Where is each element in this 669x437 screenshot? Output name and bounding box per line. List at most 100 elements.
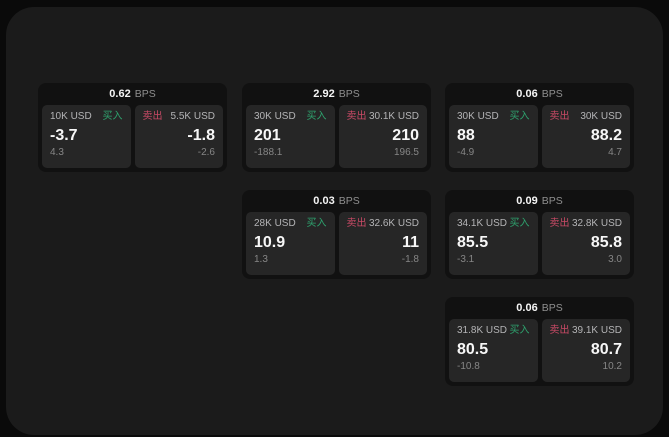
spread-header: 0.09 BPS bbox=[445, 190, 634, 212]
buy-quote-panel[interactable]: 30K USD 买入 88 -4.9 bbox=[449, 105, 538, 168]
spread-bps-value: 0.62 bbox=[109, 87, 131, 100]
buy-size: 10K USD bbox=[50, 111, 92, 122]
spread-bps-unit: BPS bbox=[338, 87, 360, 100]
sell-quote-panel[interactable]: 卖出 30.1K USD 210 196.5 bbox=[338, 105, 427, 168]
sell-size: 32.8K USD bbox=[571, 218, 622, 229]
spread-bps-unit: BPS bbox=[338, 194, 360, 207]
buy-price: 88 bbox=[457, 127, 475, 144]
buy-panel-top: 31.8K USD 买入 bbox=[457, 326, 530, 336]
sell-panel-top: 卖出 32.8K USD bbox=[550, 219, 623, 229]
spread-bps-value: 0.06 bbox=[516, 301, 538, 314]
sell-label: 卖出 bbox=[549, 218, 570, 229]
buy-size: 28K USD bbox=[254, 218, 296, 229]
sell-label: 卖出 bbox=[142, 111, 163, 122]
buy-label: 买入 bbox=[509, 111, 530, 122]
spread-bps-unit: BPS bbox=[541, 301, 563, 314]
spread-bps-value: 2.92 bbox=[313, 87, 335, 100]
buy-label: 买入 bbox=[509, 325, 530, 336]
sell-quote-panel[interactable]: 卖出 30K USD 88.2 4.7 bbox=[541, 105, 630, 168]
sell-quote-panel[interactable]: 卖出 32.8K USD 85.8 3.0 bbox=[541, 212, 630, 275]
sell-price: 80.7 bbox=[590, 341, 622, 358]
buy-price: 201 bbox=[254, 127, 281, 144]
quote-body: 30K USD 买入 201 -188.1 卖出 30.1K USD 210 1… bbox=[242, 105, 431, 172]
buy-label: 买入 bbox=[509, 218, 530, 229]
buy-panel-top: 34.1K USD 买入 bbox=[457, 219, 530, 229]
sell-size: 30K USD bbox=[580, 111, 622, 122]
buy-size: 34.1K USD bbox=[457, 218, 508, 229]
quote-body: 10K USD 买入 -3.7 4.3 卖出 5.5K USD -1.8 -2.… bbox=[38, 105, 227, 172]
sell-panel-top: 卖出 30.1K USD bbox=[347, 112, 420, 122]
sell-label: 卖出 bbox=[346, 218, 367, 229]
sell-sub-value: 196.5 bbox=[393, 147, 419, 159]
sell-size: 30.1K USD bbox=[368, 111, 419, 122]
spread-header: 2.92 BPS bbox=[242, 83, 431, 105]
sell-price: 210 bbox=[392, 127, 419, 144]
buy-label: 买入 bbox=[306, 111, 327, 122]
buy-quote-panel[interactable]: 28K USD 买入 10.9 1.3 bbox=[246, 212, 335, 275]
sell-sub-value: -2.6 bbox=[197, 147, 215, 159]
buy-sub-value: 4.3 bbox=[50, 147, 64, 159]
buy-sub-value: 1.3 bbox=[254, 254, 268, 266]
sell-price: 11 bbox=[402, 234, 419, 251]
buy-sub-value: -3.1 bbox=[457, 254, 475, 266]
sell-size: 39.1K USD bbox=[571, 325, 622, 336]
quote-body: 34.1K USD 买入 85.5 -3.1 卖出 32.8K USD 85.8… bbox=[445, 212, 634, 279]
spread-bps-value: 0.09 bbox=[516, 194, 538, 207]
sell-panel-top: 卖出 39.1K USD bbox=[550, 326, 623, 336]
sell-sub-value: 10.2 bbox=[602, 361, 622, 373]
buy-label: 买入 bbox=[306, 218, 327, 229]
sell-quote-panel[interactable]: 卖出 5.5K USD -1.8 -2.6 bbox=[134, 105, 223, 168]
buy-price: -3.7 bbox=[50, 127, 78, 144]
spread-header: 0.62 BPS bbox=[38, 83, 227, 105]
buy-price: 10.9 bbox=[254, 234, 286, 251]
sell-panel-top: 卖出 32.6K USD bbox=[347, 219, 420, 229]
buy-price: 85.5 bbox=[457, 234, 489, 251]
spread-bps-value: 0.03 bbox=[313, 194, 335, 207]
spread-header: 0.06 BPS bbox=[445, 297, 634, 319]
sell-sub-value: 4.7 bbox=[608, 147, 622, 159]
sell-price: 85.8 bbox=[590, 234, 622, 251]
sell-label: 卖出 bbox=[346, 111, 367, 122]
sell-quote-panel[interactable]: 卖出 32.6K USD 11 -1.8 bbox=[338, 212, 427, 275]
sell-label: 卖出 bbox=[549, 111, 570, 122]
buy-sub-value: -188.1 bbox=[254, 147, 283, 159]
spread-card: 0.06 BPS 30K USD 买入 88 -4.9 卖出 30K USD 8… bbox=[445, 83, 634, 172]
spread-bps-unit: BPS bbox=[134, 87, 156, 100]
sell-panel-top: 卖出 5.5K USD bbox=[143, 112, 216, 122]
sell-size: 5.5K USD bbox=[170, 111, 215, 122]
buy-size: 30K USD bbox=[457, 111, 499, 122]
sell-size: 32.6K USD bbox=[368, 218, 419, 229]
spread-bps-unit: BPS bbox=[541, 87, 563, 100]
spread-header: 0.06 BPS bbox=[445, 83, 634, 105]
sell-quote-panel[interactable]: 卖出 39.1K USD 80.7 10.2 bbox=[541, 319, 630, 382]
buy-label: 买入 bbox=[102, 111, 123, 122]
buy-price: 80.5 bbox=[457, 341, 489, 358]
buy-panel-top: 28K USD 买入 bbox=[254, 219, 327, 229]
sell-price: 88.2 bbox=[590, 127, 622, 144]
sell-panel-top: 卖出 30K USD bbox=[550, 112, 623, 122]
spread-bps-unit: BPS bbox=[541, 194, 563, 207]
buy-quote-panel[interactable]: 30K USD 买入 201 -188.1 bbox=[246, 105, 335, 168]
buy-panel-top: 30K USD 买入 bbox=[254, 112, 327, 122]
spread-card: 0.03 BPS 28K USD 买入 10.9 1.3 卖出 32.6K US… bbox=[242, 190, 431, 279]
spread-card: 0.62 BPS 10K USD 买入 -3.7 4.3 卖出 5.5K USD… bbox=[38, 83, 227, 172]
buy-size: 31.8K USD bbox=[457, 325, 508, 336]
buy-quote-panel[interactable]: 31.8K USD 买入 80.5 -10.8 bbox=[449, 319, 538, 382]
spread-bps-value: 0.06 bbox=[516, 87, 538, 100]
sell-price: -1.8 bbox=[187, 127, 215, 144]
sell-label: 卖出 bbox=[549, 325, 570, 336]
buy-sub-value: -10.8 bbox=[457, 361, 480, 373]
spread-header: 0.03 BPS bbox=[242, 190, 431, 212]
buy-size: 30K USD bbox=[254, 111, 296, 122]
buy-quote-panel[interactable]: 10K USD 买入 -3.7 4.3 bbox=[42, 105, 131, 168]
spread-card: 0.09 BPS 34.1K USD 买入 85.5 -3.1 卖出 32.8K… bbox=[445, 190, 634, 279]
quote-body: 31.8K USD 买入 80.5 -10.8 卖出 39.1K USD 80.… bbox=[445, 319, 634, 386]
sell-sub-value: 3.0 bbox=[608, 254, 622, 266]
sell-sub-value: -1.8 bbox=[401, 254, 419, 266]
quote-body: 30K USD 买入 88 -4.9 卖出 30K USD 88.2 4.7 bbox=[445, 105, 634, 172]
spread-card: 2.92 BPS 30K USD 买入 201 -188.1 卖出 30.1K … bbox=[242, 83, 431, 172]
quote-body: 28K USD 买入 10.9 1.3 卖出 32.6K USD 11 -1.8 bbox=[242, 212, 431, 279]
buy-panel-top: 10K USD 买入 bbox=[50, 112, 123, 122]
buy-quote-panel[interactable]: 34.1K USD 买入 85.5 -3.1 bbox=[449, 212, 538, 275]
